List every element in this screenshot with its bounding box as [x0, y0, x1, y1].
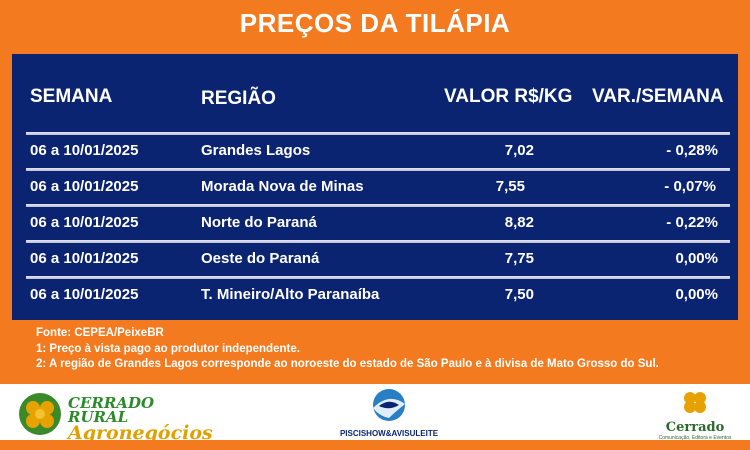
region-cell: Oeste do Paraná	[201, 250, 320, 267]
title-bar: PREÇOS DA TILÁPIA	[0, 0, 750, 46]
region-cell: Morada Nova de Minas	[201, 178, 364, 195]
bottom-stripe	[0, 440, 750, 450]
page-title: PREÇOS DA TILÁPIA	[239, 7, 511, 38]
value-cell: 7,50	[504, 286, 534, 303]
price-table: SEMANA REGIÃO VALOR R$/KG VAR./SEMANA 06…	[12, 54, 738, 320]
value-cell: 7,02	[504, 142, 534, 159]
coffee-cluster-icon	[684, 392, 706, 413]
logo-right-text: Cerrado	[665, 420, 725, 435]
variation-cell: - 0,22%	[666, 214, 718, 231]
week-cell: 06 a 10/01/2025	[30, 142, 139, 159]
logo-left-line1: CERRADO RURAL	[68, 394, 155, 426]
coffee-beans-icon	[19, 393, 61, 435]
column-header-value: VALOR R$/KG	[444, 86, 573, 107]
value-cell: 7,55	[495, 178, 525, 195]
week-cell: 06 a 10/01/2025	[30, 250, 139, 267]
region-cell: Norte do Paraná	[201, 214, 317, 231]
table-row: 06 a 10/01/2025 Grandes Lagos 7,02 - 0,2…	[26, 132, 730, 164]
table-row: 06 a 10/01/2025 Oeste do Paraná 7,75 0,0…	[26, 240, 730, 272]
cerrado-rural-logo: CERRADO RURAL Agronegócios	[18, 392, 213, 443]
column-header-variation: VAR./SEMANA	[592, 86, 724, 107]
value-cell: 7,75	[504, 250, 534, 267]
piscishow-logo: PISCISHOW&AVISULEITE	[334, 388, 444, 438]
region-cell: Grandes Lagos	[201, 142, 311, 159]
week-cell: 06 a 10/01/2025	[30, 286, 139, 303]
table-row: 06 a 10/01/2025 Morada Nova de Minas 7,5…	[26, 168, 730, 200]
logo-left-line2: Agronegócios	[68, 422, 213, 444]
fish-globe-icon	[373, 389, 405, 421]
value-cell: 8,82	[504, 214, 534, 231]
table-row: 06 a 10/01/2025 Norte do Paraná 8,82 - 0…	[26, 204, 730, 236]
footnotes: Fonte: CEPEA/PeixeBR 1: Preço à vista pa…	[36, 326, 659, 373]
column-header-week: SEMANA	[30, 86, 113, 107]
cerrado-logo: Cerrado Comunicação, Editora e Eventos	[654, 390, 736, 441]
variation-cell: - 0,28%	[666, 142, 718, 159]
variation-cell: 0,00%	[675, 286, 718, 303]
variation-cell: - 0,07%	[664, 178, 716, 195]
table-row: 06 a 10/01/2025 T. Mineiro/Alto Paranaíb…	[26, 276, 730, 308]
column-header-region: REGIÃO	[201, 88, 276, 109]
footnote-1: 1: Preço à vista pago ao produtor indepe…	[36, 342, 300, 355]
logo-right-subtitle: Comunicação, Editora e Eventos	[658, 435, 732, 441]
variation-cell: 0,00%	[675, 250, 718, 267]
logo-center-text: PISCISHOW&AVISULEITE	[339, 429, 439, 438]
region-cell: T. Mineiro/Alto Paranaíba	[201, 286, 380, 303]
sponsor-footer: CERRADO RURAL Agronegócios PISCISHOW&AVI…	[0, 384, 750, 443]
week-cell: 06 a 10/01/2025	[30, 214, 139, 231]
footnote-2: 2: A região de Grandes Lagos corresponde…	[36, 358, 659, 370]
week-cell: 06 a 10/01/2025	[30, 178, 139, 195]
source-note: Fonte: CEPEA/PeixeBR	[36, 327, 164, 339]
